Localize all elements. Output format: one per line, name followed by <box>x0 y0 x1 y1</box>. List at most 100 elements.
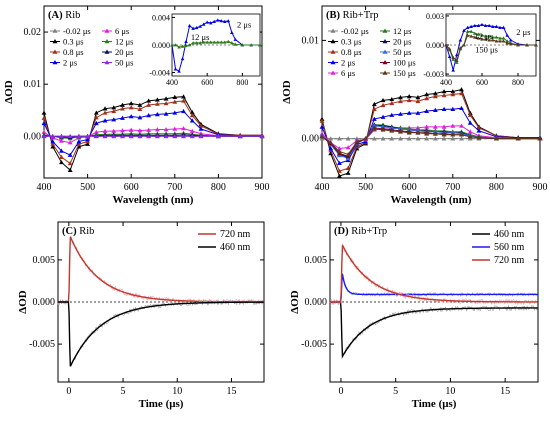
y-tick-label: 0.005 <box>33 255 56 266</box>
data-point <box>154 101 160 106</box>
data-point <box>163 96 169 101</box>
data-point <box>189 133 195 139</box>
data-point <box>441 93 447 98</box>
inset-y-tick-label: 0.000 <box>152 41 170 50</box>
data-point <box>328 140 334 145</box>
data-point <box>476 125 482 130</box>
inset-data-point <box>462 28 466 32</box>
data-point <box>163 127 169 132</box>
data-point <box>389 128 395 133</box>
data-point <box>354 139 360 144</box>
data-point <box>337 136 342 141</box>
data-point <box>50 133 56 139</box>
legend-marker <box>330 28 336 33</box>
data-point <box>102 128 108 133</box>
data-point <box>181 94 186 99</box>
panel-title: (B) Rib+Trp <box>326 10 379 21</box>
legend-label: 6 μs <box>341 68 355 78</box>
legend-label: 0.3 μs <box>341 37 362 47</box>
x-tick-label: 500 <box>358 182 373 193</box>
data-point <box>146 133 152 139</box>
inset-x-tick-label: 400 <box>440 78 452 87</box>
legend-marker <box>104 60 110 65</box>
data-point <box>476 128 482 133</box>
data-point <box>406 94 412 99</box>
data-point <box>337 149 342 154</box>
plot-frame <box>321 5 541 179</box>
data-point <box>76 139 82 144</box>
data-point <box>345 152 351 157</box>
inset-data-point <box>212 19 217 23</box>
data-point <box>319 134 325 139</box>
inset-data-point <box>494 39 499 43</box>
inset-x-tick-label: 800 <box>512 78 524 87</box>
x-axis-label: Wavelength (nm) <box>113 194 194 206</box>
x-axis-label: Wavelength (nm) <box>391 194 472 206</box>
data-point <box>432 124 438 129</box>
x-tick-label: 700 <box>445 182 460 193</box>
inset-data-point <box>469 34 473 38</box>
data-point <box>441 124 447 129</box>
inset-annotation: 12 μs <box>475 31 494 41</box>
data-point <box>424 131 430 136</box>
data-point <box>120 133 125 139</box>
data-point <box>398 98 403 104</box>
data-point <box>415 136 421 141</box>
inset-data-point <box>219 19 224 23</box>
inset-data-point <box>198 41 202 45</box>
data-point <box>319 124 325 129</box>
inset-data-point <box>491 35 495 39</box>
data-point <box>424 124 430 129</box>
x-tick-label: 0 <box>338 386 343 397</box>
y-tick-label: 0.00 <box>302 134 320 145</box>
data-point <box>371 136 377 141</box>
inset-y-tick-label: 0.000 <box>426 41 444 50</box>
legend-label: 720 nm <box>220 229 251 240</box>
inset-data-point <box>208 21 213 25</box>
data-point <box>415 130 421 135</box>
data-point <box>237 133 243 139</box>
data-point <box>172 99 178 104</box>
inset-data-point <box>191 41 195 45</box>
data-point <box>450 132 456 137</box>
inset-data-point <box>177 69 181 73</box>
data-point <box>371 116 377 121</box>
legend-marker <box>104 39 110 44</box>
data-point <box>406 136 412 141</box>
inset-series-line <box>172 41 260 48</box>
data-point <box>154 127 160 132</box>
data-point <box>389 136 395 141</box>
inset-data-point <box>483 34 488 38</box>
data-point <box>85 133 90 139</box>
legend-label: 50 μs <box>393 47 412 57</box>
x-axis-label: Time (μs) <box>139 398 184 410</box>
inset-data-point <box>505 33 509 37</box>
data-point <box>380 136 386 141</box>
data-point <box>67 161 73 166</box>
panel-title: (D) Rib+Trp <box>334 226 387 237</box>
data-point <box>389 100 395 106</box>
inset-data-point <box>480 33 484 37</box>
inset: 400 600 800 -0.004 0.000 0.004 12 μs 2 μs <box>149 13 262 87</box>
data-point <box>406 130 412 135</box>
inset-data-point <box>226 39 231 43</box>
data-point <box>345 170 351 175</box>
legend-marker <box>382 28 388 33</box>
inset-data-point <box>505 39 509 43</box>
data-point <box>415 110 421 115</box>
data-point <box>163 101 169 106</box>
data-point <box>467 120 473 125</box>
inset-data-point <box>208 40 213 44</box>
inset-data-point <box>487 34 491 38</box>
data-point <box>345 136 351 141</box>
data-point <box>441 136 447 141</box>
inset-x-tick-label: 600 <box>201 78 213 87</box>
data-point <box>337 173 342 178</box>
x-tick-label: 600 <box>124 182 139 193</box>
panel-A: 400 500 600 700 800 900 0.00 0.01 0.02 Wavelength… <box>3 5 270 206</box>
inset-data-point <box>469 29 473 33</box>
legend-label: 0.3 μs <box>63 37 84 47</box>
data-point <box>172 133 178 139</box>
data-point <box>432 131 438 136</box>
data-point <box>41 115 47 120</box>
